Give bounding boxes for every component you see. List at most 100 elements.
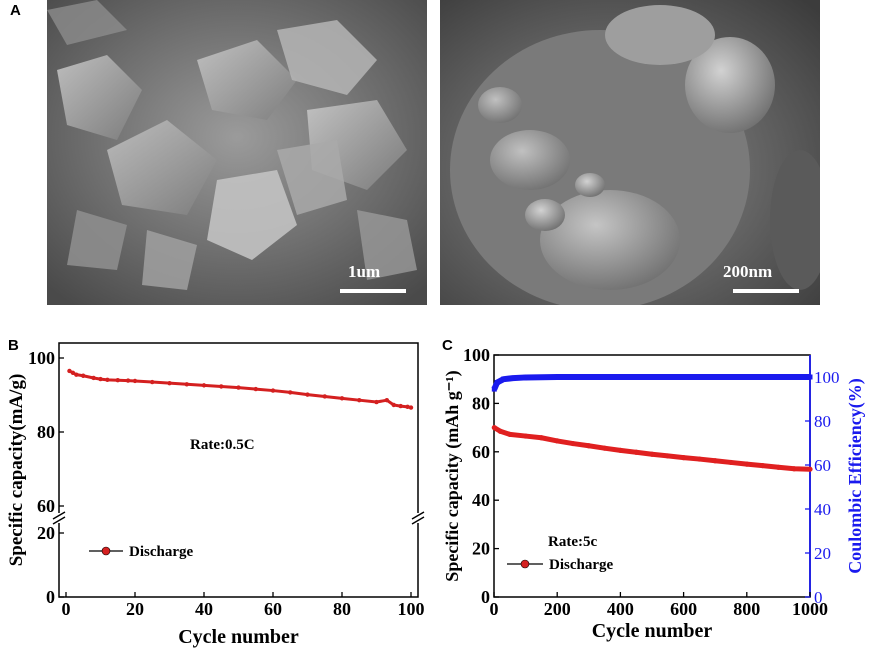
y-tick-label-b: 100 <box>28 348 55 368</box>
data-point-discharge-c <box>649 451 655 457</box>
y2-axis-label-c: Coulombic Efficiency(%) <box>845 378 866 573</box>
legend-marker-c <box>520 559 530 569</box>
y-tick-label-c: 20 <box>472 539 490 559</box>
x-tick-label-b: 0 <box>62 599 71 619</box>
y-tick-label-c: 100 <box>463 345 490 365</box>
plot-frame-c <box>493 354 811 598</box>
axis-break-left-2 <box>52 516 66 525</box>
data-point-discharge-c <box>807 466 813 472</box>
x-tick-label-b: 20 <box>126 599 144 619</box>
y-tick-label-b: 60 <box>37 496 55 516</box>
x-tick-label-c: 0 <box>490 599 499 619</box>
data-point-discharge-c <box>775 464 782 470</box>
data-point-coulombic-efficiency <box>617 374 623 380</box>
data-point-discharge-c <box>602 445 608 451</box>
legend-label-b: Discharge <box>129 544 193 560</box>
y-axis-label-c: Specific capacity (mAh g⁻¹) <box>442 370 463 581</box>
data-point-coulombic-efficiency <box>510 375 516 381</box>
y-tick-label-c: 40 <box>472 490 490 510</box>
x-axis-label-b: Cycle number <box>178 626 299 648</box>
scale-bar-200nm <box>733 289 799 293</box>
data-point-coulombic-efficiency <box>744 374 750 380</box>
y-tick-label-b: 80 <box>37 422 55 442</box>
data-point-discharge-b <box>398 403 403 409</box>
x-tick-label-c: 400 <box>607 599 634 619</box>
data-point-discharge-b <box>125 378 131 383</box>
x-tick-label-b: 60 <box>264 599 282 619</box>
data-point-discharge-b <box>391 402 396 408</box>
data-point-discharge-c <box>696 456 703 462</box>
data-point-discharge-c <box>681 455 687 461</box>
data-point-coulombic-efficiency <box>807 374 813 380</box>
y2-tick-label-c: 40 <box>814 500 831 519</box>
panel-letter-b: B <box>8 337 19 354</box>
x-tick-label-c: 200 <box>544 599 571 619</box>
x-tick-label-c: 600 <box>670 599 697 619</box>
data-point-discharge-c <box>507 431 513 437</box>
panel-letter-a: A <box>10 2 21 19</box>
data-point-discharge-b <box>201 383 207 388</box>
axis-break-gap-left <box>53 513 65 523</box>
data-point-discharge-c <box>497 428 503 434</box>
panel-letter-c: C <box>442 337 453 354</box>
plot-frame-b <box>58 342 419 598</box>
data-point-discharge-c <box>633 449 639 455</box>
data-point-coulombic-efficiency <box>494 380 500 385</box>
data-point-discharge-b <box>81 373 86 378</box>
data-point-discharge-c <box>744 461 750 467</box>
data-point-discharge-b <box>357 397 362 403</box>
data-point-discharge-b <box>219 384 224 389</box>
x-tick-label-b: 100 <box>398 599 425 619</box>
data-point-discharge-b <box>384 397 390 403</box>
series-line-discharge-c <box>493 425 811 472</box>
data-point-discharge-b <box>322 394 327 399</box>
y-tick-label-c: 80 <box>472 393 490 413</box>
x-axis-label-c: Cycle number <box>592 620 713 642</box>
data-point-discharge-b <box>91 375 96 381</box>
data-point-discharge-b <box>74 372 79 377</box>
sem-image-1um: 1um <box>47 0 427 305</box>
data-point-discharge-b <box>236 385 241 390</box>
data-point-discharge-b <box>408 405 414 410</box>
data-point-discharge-b <box>150 379 155 385</box>
data-point-discharge-c <box>712 458 718 464</box>
annotation-rate-b: Rate:0.5C <box>190 437 255 453</box>
data-point-discharge-c <box>586 443 592 449</box>
data-point-coulombic-efficiency <box>649 374 655 380</box>
sem-image-200nm: 200nm <box>440 0 820 305</box>
y2-tick-label-c: 0 <box>814 588 823 607</box>
x-tick-label-c: 800 <box>733 599 760 619</box>
axis-break-left-1 <box>52 511 66 520</box>
data-point-coulombic-efficiency <box>775 374 781 380</box>
data-point-discharge-b <box>270 388 276 393</box>
scale-label-1um: 1um <box>348 262 381 281</box>
data-point-discharge-c <box>554 438 560 444</box>
data-point-discharge-c <box>665 453 671 459</box>
data-point-discharge-b <box>70 370 76 375</box>
data-point-discharge-b <box>105 377 110 383</box>
data-point-discharge-b <box>253 386 258 392</box>
data-point-discharge-b <box>405 404 410 410</box>
data-point-discharge-b <box>115 378 120 383</box>
data-point-discharge-b <box>339 396 345 401</box>
sem-micrograph-flakes <box>47 0 427 305</box>
y2-tick-label-c: 100 <box>814 368 840 387</box>
data-point-discharge-b <box>98 376 103 382</box>
data-point-discharge-b <box>167 380 172 386</box>
axis-break-gap-right <box>412 513 424 523</box>
data-point-discharge-c <box>523 433 529 439</box>
scale-label-200nm: 200nm <box>723 262 773 281</box>
data-point-coulombic-efficiency <box>586 374 592 380</box>
data-point-discharge-b <box>305 392 310 397</box>
axis-break-right-1 <box>411 511 425 520</box>
y2-tick-label-c: 80 <box>814 412 831 431</box>
y-tick-label-c: 60 <box>472 442 490 462</box>
data-point-coulombic-efficiency <box>681 374 687 380</box>
y-tick-label-b: 20 <box>37 523 55 543</box>
data-point-discharge-c <box>570 440 576 447</box>
data-point-discharge-b <box>184 382 189 387</box>
x-tick-label-c: 1000 <box>792 599 828 619</box>
x-tick-label-b: 40 <box>195 599 213 619</box>
